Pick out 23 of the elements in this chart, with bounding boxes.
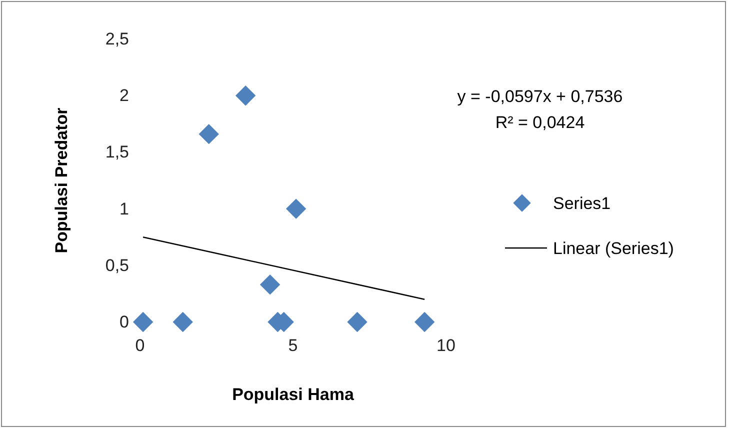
point [132, 312, 154, 332]
y-tick-label: 2,5 [105, 29, 129, 48]
legend-label: Series1 [553, 194, 611, 213]
point [347, 312, 368, 332]
x-tick-label: 0 [135, 336, 145, 356]
point [414, 312, 435, 332]
y-tick-label: 0,5 [105, 256, 129, 275]
y-tick-label: 1 [120, 199, 129, 218]
x-tick-label: 5 [288, 336, 298, 356]
point [260, 274, 280, 295]
x-tick-label: 10 [436, 336, 456, 356]
y-axis-title: Populasi Predator [52, 107, 71, 254]
text: y = -0,0597x + 0,7536 [457, 87, 623, 106]
x-axis-title: Populasi Hama [232, 385, 354, 404]
text: R² = 0,0424 [495, 113, 585, 132]
point [235, 86, 256, 106]
point [198, 124, 219, 144]
y-tick-label: 1,5 [105, 142, 129, 162]
y-tick-label: 0 [120, 312, 129, 332]
point [172, 312, 193, 332]
point [286, 198, 306, 219]
y-tick-label: 2 [120, 86, 129, 106]
legend-label: Linear (Series1) [553, 239, 674, 258]
